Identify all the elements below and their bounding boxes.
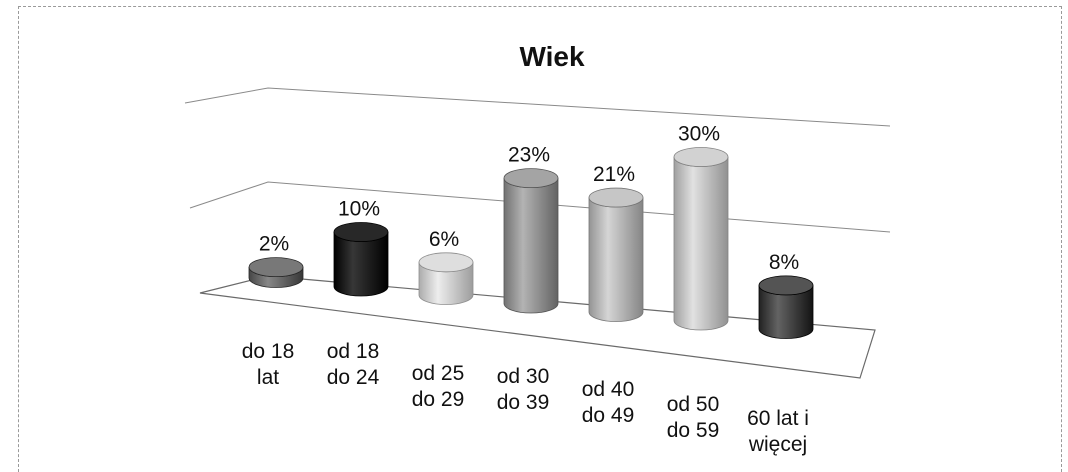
value-label: 2%	[259, 233, 289, 256]
bar-top	[248, 257, 304, 278]
bar-4	[588, 187, 644, 322]
bar-body	[673, 156, 729, 331]
bar-3	[503, 168, 559, 314]
bar-body	[503, 178, 559, 314]
bar-5	[673, 147, 729, 331]
bar-top	[673, 147, 729, 167]
bar-top	[333, 222, 389, 242]
bar-top	[503, 168, 559, 189]
bars-layer	[248, 147, 814, 339]
bar-6	[758, 275, 814, 339]
chart-title: Wiek	[519, 41, 585, 72]
category-label: do 18 lat	[242, 340, 295, 389]
category-label: 60 lat i więcej	[747, 407, 809, 456]
bar-2	[418, 252, 474, 305]
value-label: 6%	[429, 228, 459, 251]
value-label: 10%	[338, 198, 380, 221]
category-label: od 40 do 49	[582, 378, 635, 427]
category-label: od 25 do 29	[412, 362, 465, 411]
chart-floor	[199, 275, 876, 379]
bar-body	[588, 197, 644, 322]
value-label: 23%	[508, 144, 550, 167]
category-label: od 30 do 39	[497, 365, 550, 414]
bar-top	[588, 187, 644, 208]
category-label: od 50 do 59	[667, 393, 720, 442]
bar-top	[418, 252, 474, 273]
bar-0	[248, 257, 304, 288]
category-label: od 18 do 24	[327, 340, 380, 389]
value-label: 21%	[593, 163, 635, 186]
bar-top	[758, 275, 814, 296]
value-label: 8%	[769, 251, 799, 274]
value-labels-layer: 2% 10% 6% 23% 21% 30% 8%	[259, 123, 799, 274]
bar-1	[333, 222, 389, 297]
value-label: 30%	[678, 123, 720, 146]
chart-frame	[18, 6, 1062, 472]
category-labels-layer: do 18 lat od 18 do 24 od 25 do 29 od 30 do 39 od…	[242, 340, 809, 456]
gridline-upper	[184, 87, 891, 127]
